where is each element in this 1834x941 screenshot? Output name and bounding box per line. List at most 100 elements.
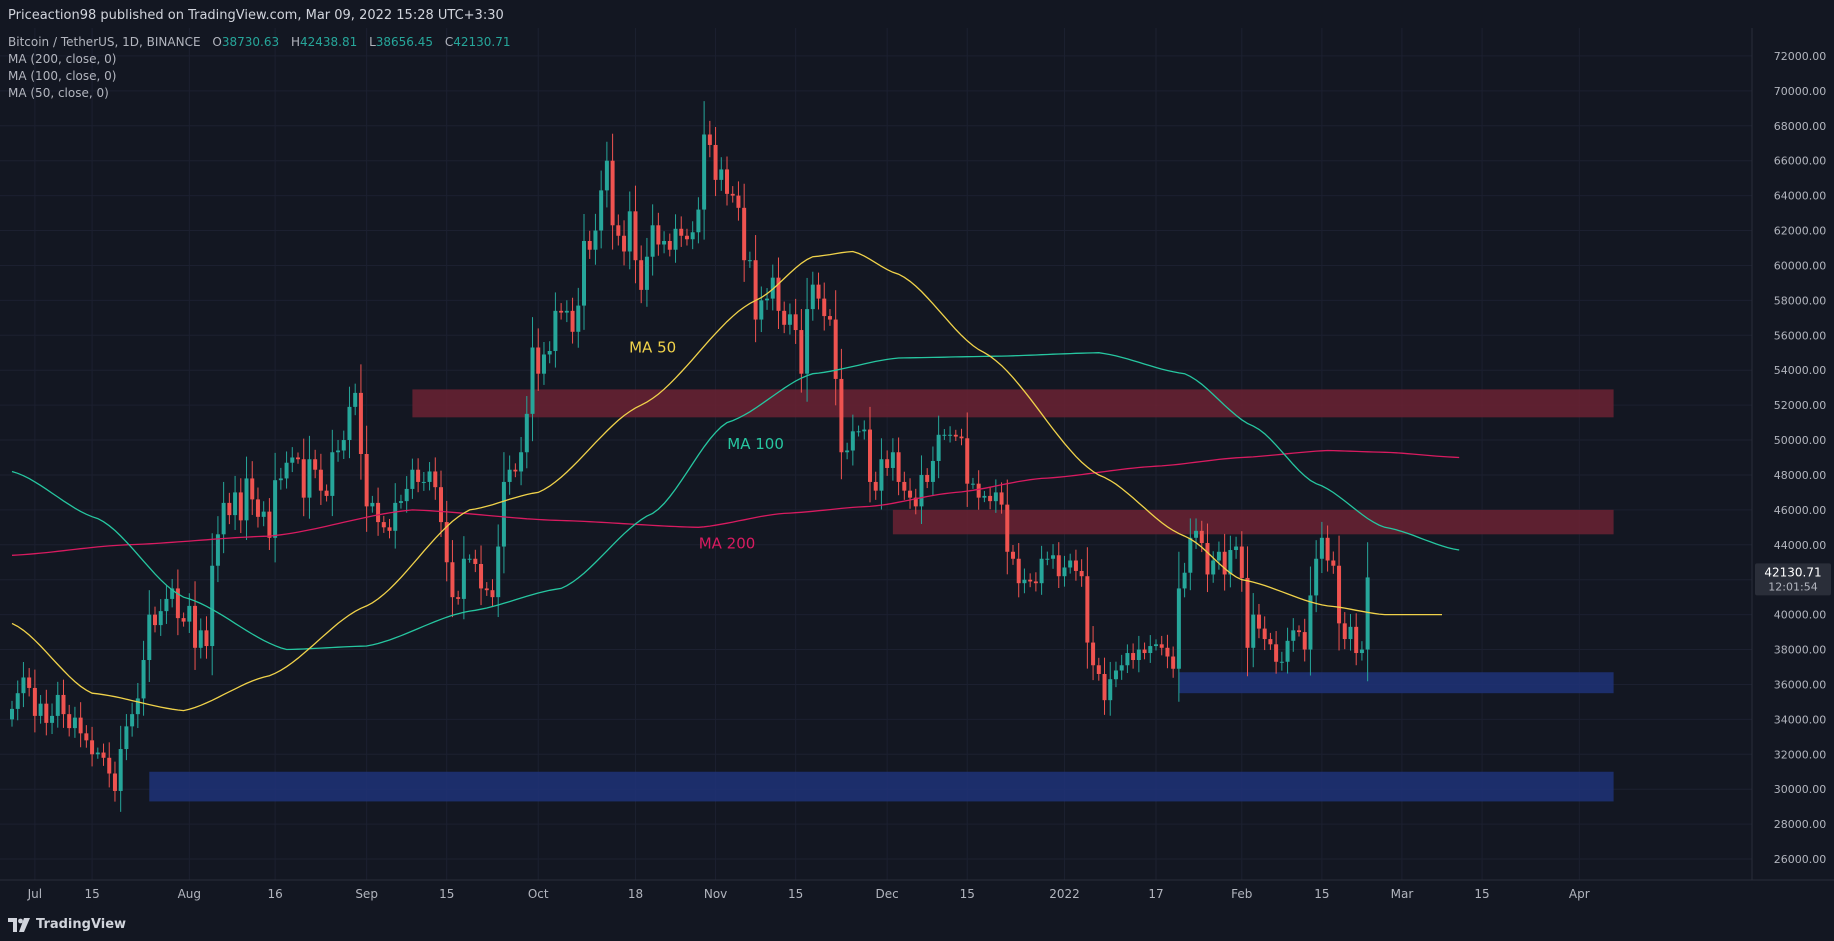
candle[interactable] bbox=[1073, 549, 1078, 581]
candle[interactable] bbox=[1171, 646, 1176, 678]
candle[interactable] bbox=[1205, 523, 1210, 593]
candle[interactable] bbox=[427, 462, 432, 491]
candle[interactable] bbox=[593, 213, 598, 265]
candle[interactable] bbox=[227, 492, 232, 525]
candle[interactable] bbox=[1119, 654, 1124, 680]
candle[interactable] bbox=[999, 482, 1004, 514]
candle[interactable] bbox=[130, 702, 135, 737]
candle[interactable] bbox=[461, 536, 466, 620]
candle[interactable] bbox=[925, 468, 930, 489]
support-zone-upper[interactable] bbox=[1178, 672, 1614, 694]
candle[interactable] bbox=[507, 455, 512, 495]
candle[interactable] bbox=[44, 689, 49, 736]
candle[interactable] bbox=[1165, 634, 1170, 669]
candle[interactable] bbox=[1188, 518, 1193, 591]
candle[interactable] bbox=[1279, 651, 1284, 671]
candle[interactable] bbox=[490, 579, 495, 608]
candle[interactable] bbox=[353, 383, 358, 416]
candle[interactable] bbox=[1297, 625, 1301, 637]
candle[interactable] bbox=[193, 581, 198, 670]
candle[interactable] bbox=[1091, 626, 1096, 681]
candle[interactable] bbox=[633, 185, 638, 284]
candle[interactable] bbox=[198, 618, 203, 659]
candle[interactable] bbox=[684, 228, 689, 246]
candle[interactable] bbox=[913, 488, 918, 515]
candle[interactable] bbox=[1274, 631, 1279, 674]
candle[interactable] bbox=[1251, 593, 1256, 668]
candle[interactable] bbox=[547, 341, 552, 364]
candle[interactable] bbox=[765, 288, 770, 310]
candle[interactable] bbox=[570, 297, 575, 344]
resistance-zone-upper[interactable] bbox=[412, 389, 1614, 418]
candle[interactable] bbox=[1291, 618, 1296, 652]
candle[interactable] bbox=[1176, 551, 1181, 702]
candle[interactable] bbox=[1308, 566, 1313, 676]
candle[interactable] bbox=[524, 396, 529, 469]
candle[interactable] bbox=[707, 120, 712, 158]
candle[interactable] bbox=[381, 515, 386, 533]
candle[interactable] bbox=[541, 342, 546, 385]
candle[interactable] bbox=[1005, 479, 1010, 575]
candle[interactable] bbox=[496, 524, 501, 618]
candle[interactable] bbox=[559, 303, 564, 320]
candle[interactable] bbox=[890, 438, 895, 481]
candle[interactable] bbox=[513, 463, 518, 478]
candle[interactable] bbox=[587, 230, 592, 259]
candle[interactable] bbox=[1028, 573, 1033, 588]
candle[interactable] bbox=[822, 282, 827, 331]
candle[interactable] bbox=[759, 286, 764, 333]
candle[interactable] bbox=[84, 725, 89, 748]
candle[interactable] bbox=[421, 471, 426, 491]
candle[interactable] bbox=[673, 214, 678, 263]
candle[interactable] bbox=[164, 584, 169, 624]
candle[interactable] bbox=[850, 414, 855, 466]
candle[interactable] bbox=[868, 406, 872, 503]
candle[interactable] bbox=[301, 438, 306, 517]
candle[interactable] bbox=[10, 700, 14, 727]
candle[interactable] bbox=[364, 425, 369, 532]
candle[interactable] bbox=[387, 518, 392, 539]
candle[interactable] bbox=[930, 446, 935, 495]
candle[interactable] bbox=[845, 442, 850, 460]
candle[interactable] bbox=[158, 599, 163, 636]
candle[interactable] bbox=[576, 287, 581, 348]
candle[interactable] bbox=[1148, 635, 1153, 663]
candle[interactable] bbox=[993, 479, 998, 513]
candle[interactable] bbox=[55, 681, 60, 728]
candle[interactable] bbox=[284, 451, 289, 489]
candle[interactable] bbox=[1102, 657, 1107, 715]
candle[interactable] bbox=[61, 679, 66, 728]
candle[interactable] bbox=[1022, 568, 1027, 594]
candle[interactable] bbox=[942, 429, 947, 440]
candle[interactable] bbox=[404, 476, 409, 513]
candle[interactable] bbox=[1354, 613, 1359, 666]
candle[interactable] bbox=[519, 436, 524, 486]
candle[interactable] bbox=[313, 449, 318, 479]
candle[interactable] bbox=[1136, 635, 1141, 673]
candle[interactable] bbox=[1154, 639, 1158, 651]
candle[interactable] bbox=[1016, 543, 1021, 598]
candle[interactable] bbox=[433, 457, 438, 500]
candle[interactable] bbox=[776, 257, 781, 329]
candle[interactable] bbox=[1222, 533, 1227, 591]
candle[interactable] bbox=[124, 714, 129, 761]
candle[interactable] bbox=[233, 475, 238, 530]
candle[interactable] bbox=[770, 264, 775, 311]
candle[interactable] bbox=[753, 235, 758, 343]
candle[interactable] bbox=[662, 231, 667, 254]
candle[interactable] bbox=[318, 453, 323, 505]
candle[interactable] bbox=[1245, 546, 1250, 677]
candle[interactable] bbox=[410, 458, 415, 499]
candle[interactable] bbox=[118, 725, 123, 812]
candle[interactable] bbox=[215, 516, 220, 583]
candle[interactable] bbox=[1337, 535, 1342, 651]
candle[interactable] bbox=[112, 761, 117, 802]
candle[interactable] bbox=[1068, 553, 1073, 574]
candle[interactable] bbox=[1125, 644, 1130, 674]
candle[interactable] bbox=[439, 470, 443, 538]
candle[interactable] bbox=[1348, 614, 1353, 651]
candle[interactable] bbox=[976, 470, 981, 510]
candle[interactable] bbox=[255, 487, 260, 528]
indicator-ma50[interactable]: MA (50, close, 0) bbox=[8, 86, 109, 100]
candle[interactable] bbox=[467, 554, 472, 563]
